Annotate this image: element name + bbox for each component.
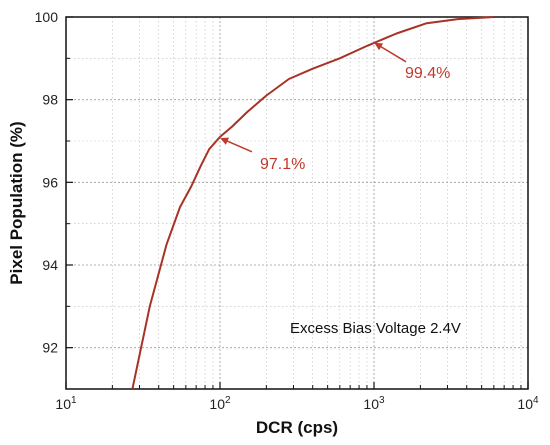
annotation-arrow — [220, 137, 253, 153]
tick-labels: 101 102 103 104 92 94 96 98 100 — [35, 9, 539, 412]
annotation-label: 99.4% — [405, 65, 450, 82]
annotation-label: 97.1% — [260, 156, 305, 173]
x-tick-label: 103 — [363, 395, 385, 412]
y-tick-label: 96 — [42, 174, 58, 190]
annotations: 99.4% 97.1% — [220, 42, 450, 173]
y-axis-title: Pixel Population (%) — [7, 121, 26, 284]
series-line — [131, 16, 494, 390]
y-tick-label: 92 — [42, 340, 58, 356]
bias-voltage-label: Excess Bias Voltage 2.4V — [290, 320, 461, 337]
x-axis-title: DCR (cps) — [256, 418, 338, 437]
y-tick-label: 100 — [35, 9, 59, 25]
annotation-arrow — [374, 42, 407, 63]
plot-frame — [65, 16, 529, 390]
y-tick-label: 98 — [42, 92, 58, 108]
x-tick-label: 102 — [209, 395, 231, 412]
x-tick-label: 101 — [55, 395, 77, 412]
y-tick-label: 94 — [42, 257, 58, 273]
axis-ticks — [65, 16, 529, 390]
series — [131, 16, 494, 390]
x-tick-label: 104 — [517, 395, 539, 412]
